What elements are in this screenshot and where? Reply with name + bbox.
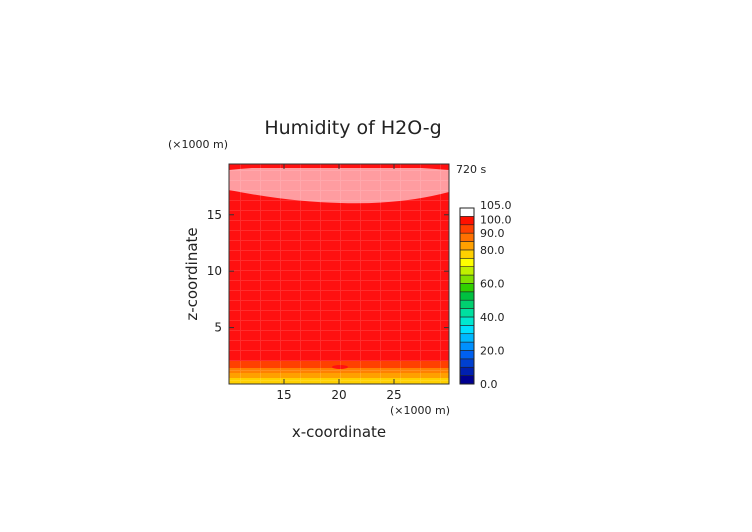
x-axis-ticks: 15 20 25 <box>276 164 402 402</box>
colorbar-swatch <box>459 308 475 318</box>
y-axis-ticks: 5 10 15 <box>207 208 449 335</box>
colorbar-swatch <box>459 249 475 259</box>
chart-title: Humidity of H2O-g <box>264 117 441 139</box>
plot-area <box>228 163 450 385</box>
colorbar-swatch <box>459 316 475 326</box>
colorbar-frame <box>459 207 475 385</box>
colorbar-label: 80.0 <box>480 244 505 257</box>
y-tick-label: 5 <box>214 321 222 335</box>
colorbar-label: 105.0 <box>480 199 512 212</box>
colorbar-swatch <box>459 224 475 234</box>
colorbar-swatch <box>459 232 475 242</box>
colorbar-swatch <box>459 266 475 276</box>
colorbar-swatch <box>459 257 475 267</box>
colorbar-swatch <box>459 341 475 351</box>
x-tick-label: 20 <box>331 388 346 402</box>
colorbar-label: 0.0 <box>480 378 498 391</box>
colorbar-label: 90.0 <box>480 227 505 240</box>
x-tick-label: 15 <box>276 388 291 402</box>
y-tick-label: 15 <box>207 208 222 222</box>
time-label: 720 s <box>456 163 486 176</box>
colorbar-swatch <box>459 299 475 309</box>
colorbar-swatch <box>459 358 475 368</box>
colorbar-label: 40.0 <box>480 311 505 324</box>
x-tick-label: 25 <box>386 388 401 402</box>
colorbar-swatch <box>459 274 475 284</box>
colorbar-swatch <box>459 375 475 385</box>
colorbar-swatch <box>459 333 475 343</box>
colorbar-swatch <box>459 366 475 376</box>
colorbar-swatch <box>459 325 475 335</box>
grid-overlay <box>229 164 449 384</box>
colorbar-swatch <box>459 350 475 360</box>
colorbar-swatch <box>459 291 475 301</box>
y-axis-label: z-coordinate <box>183 227 201 320</box>
colorbar <box>459 207 475 385</box>
colorbar-label: 60.0 <box>480 277 505 290</box>
x-axis-label: x-coordinate <box>292 423 386 441</box>
colorbar-swatch <box>459 207 475 217</box>
colorbar-swatch <box>459 216 475 226</box>
colorbar-label: 20.0 <box>480 344 505 357</box>
colorbar-label: 100.0 <box>480 213 512 226</box>
y-tick-label: 10 <box>207 264 222 278</box>
y-unit-label: (×1000 m) <box>168 138 228 151</box>
colorbar-swatch <box>459 241 475 251</box>
x-unit-label: (×1000 m) <box>390 404 450 417</box>
colorbar-swatch <box>459 283 475 293</box>
